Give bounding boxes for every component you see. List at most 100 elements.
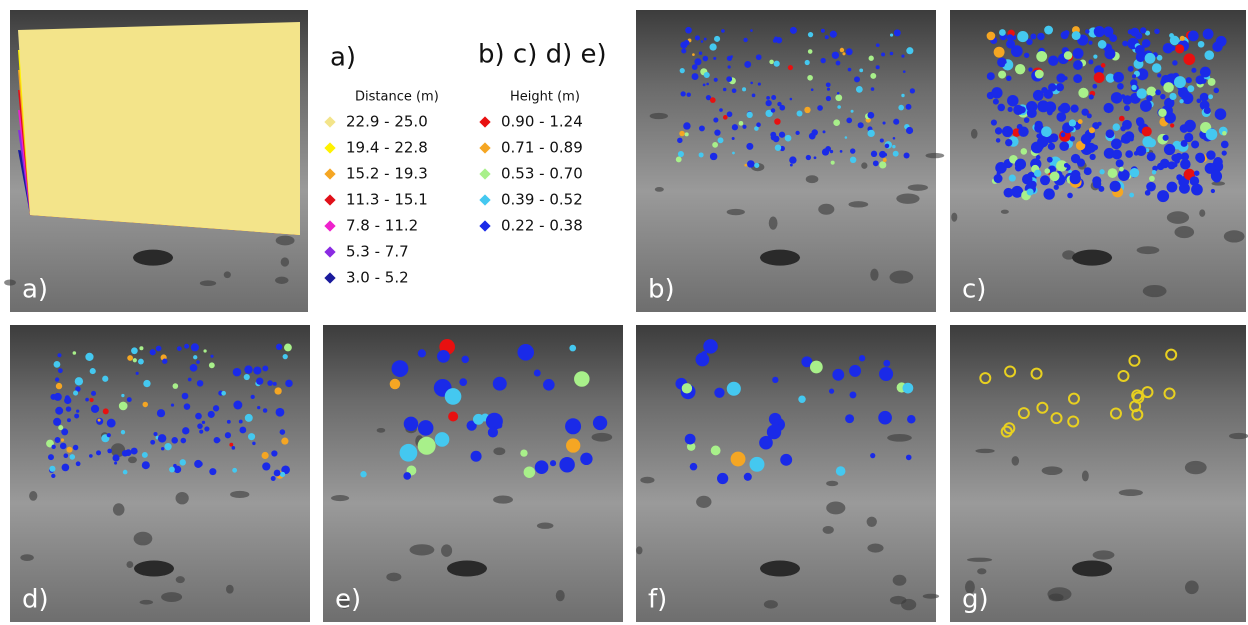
detection [1145, 30, 1151, 36]
detection [1122, 119, 1132, 130]
detection [1063, 51, 1073, 60]
detection [905, 454, 912, 461]
detection [712, 141, 719, 148]
detection [742, 87, 747, 92]
rock [636, 546, 643, 555]
detection [1175, 44, 1185, 54]
rock [1047, 587, 1072, 601]
detection [201, 420, 206, 425]
detection [164, 443, 172, 451]
detection [1212, 174, 1221, 183]
legend-swatch [324, 272, 336, 284]
detection [1071, 31, 1081, 41]
detection [765, 100, 772, 107]
detection-ring [1165, 348, 1178, 361]
detection [743, 472, 752, 481]
detection [1120, 94, 1126, 99]
detection [244, 413, 253, 422]
detection [1018, 106, 1026, 114]
detection [434, 432, 450, 447]
detection [247, 433, 256, 441]
detection [846, 117, 853, 124]
detection [1069, 172, 1081, 185]
detection [810, 88, 814, 92]
detection [470, 450, 482, 462]
detection [592, 415, 608, 431]
detection [882, 158, 887, 162]
detection [533, 369, 541, 377]
detection [213, 436, 221, 444]
detection [122, 469, 128, 475]
detection [232, 367, 242, 377]
detection [139, 346, 144, 351]
detection [1130, 79, 1138, 87]
detection [893, 118, 900, 125]
detection [267, 380, 273, 386]
rock [925, 152, 945, 159]
detection [565, 418, 582, 435]
detection [1185, 77, 1192, 84]
detection [768, 412, 782, 426]
detection [559, 456, 575, 473]
detection [181, 392, 189, 400]
detection [850, 148, 856, 154]
detection [1036, 50, 1048, 62]
detection [209, 468, 217, 476]
detection [986, 72, 995, 81]
detection [523, 466, 536, 478]
legend-label: 5.3 - 7.7 [346, 243, 409, 261]
detection [281, 437, 289, 445]
detection [120, 430, 126, 435]
detection [685, 26, 692, 34]
detection [1155, 89, 1162, 96]
detection [1127, 65, 1134, 72]
detection [1069, 136, 1076, 142]
detection [279, 471, 286, 478]
rock [1174, 226, 1195, 239]
detection [805, 154, 812, 161]
detection [749, 456, 765, 472]
detection [870, 87, 875, 91]
rock [223, 271, 231, 279]
detection [157, 434, 167, 443]
detection [60, 438, 65, 442]
detection [262, 408, 268, 413]
detection [1189, 176, 1200, 186]
detection [719, 108, 723, 112]
detection [162, 358, 168, 364]
detection [187, 377, 192, 382]
detection [714, 35, 721, 42]
rock [1092, 550, 1115, 560]
detection [1118, 169, 1130, 181]
detection [689, 462, 698, 471]
detection [1089, 153, 1096, 160]
detection [750, 29, 753, 32]
detection [1156, 54, 1163, 61]
detection [1203, 106, 1211, 115]
rock [640, 476, 655, 484]
panel: c) [950, 10, 1246, 312]
detection [1179, 35, 1185, 41]
detection [744, 60, 752, 68]
detection [999, 29, 1006, 36]
rock [977, 568, 987, 575]
legend-label: 15.2 - 19.3 [346, 165, 428, 183]
detection [730, 451, 746, 467]
detection [714, 129, 721, 136]
detection [732, 151, 735, 155]
detection [993, 174, 1003, 184]
detection-ring [1050, 412, 1063, 425]
detection [706, 82, 709, 86]
detection [796, 110, 803, 117]
detection [757, 82, 761, 86]
detection [273, 469, 281, 477]
detection-ring [1067, 392, 1080, 405]
rock [441, 544, 453, 557]
detection [1199, 66, 1211, 78]
detection [700, 40, 704, 43]
detection [284, 343, 292, 352]
panel-label: f) [648, 585, 667, 615]
detection [176, 346, 182, 351]
detection [703, 71, 710, 79]
detection [681, 383, 693, 394]
